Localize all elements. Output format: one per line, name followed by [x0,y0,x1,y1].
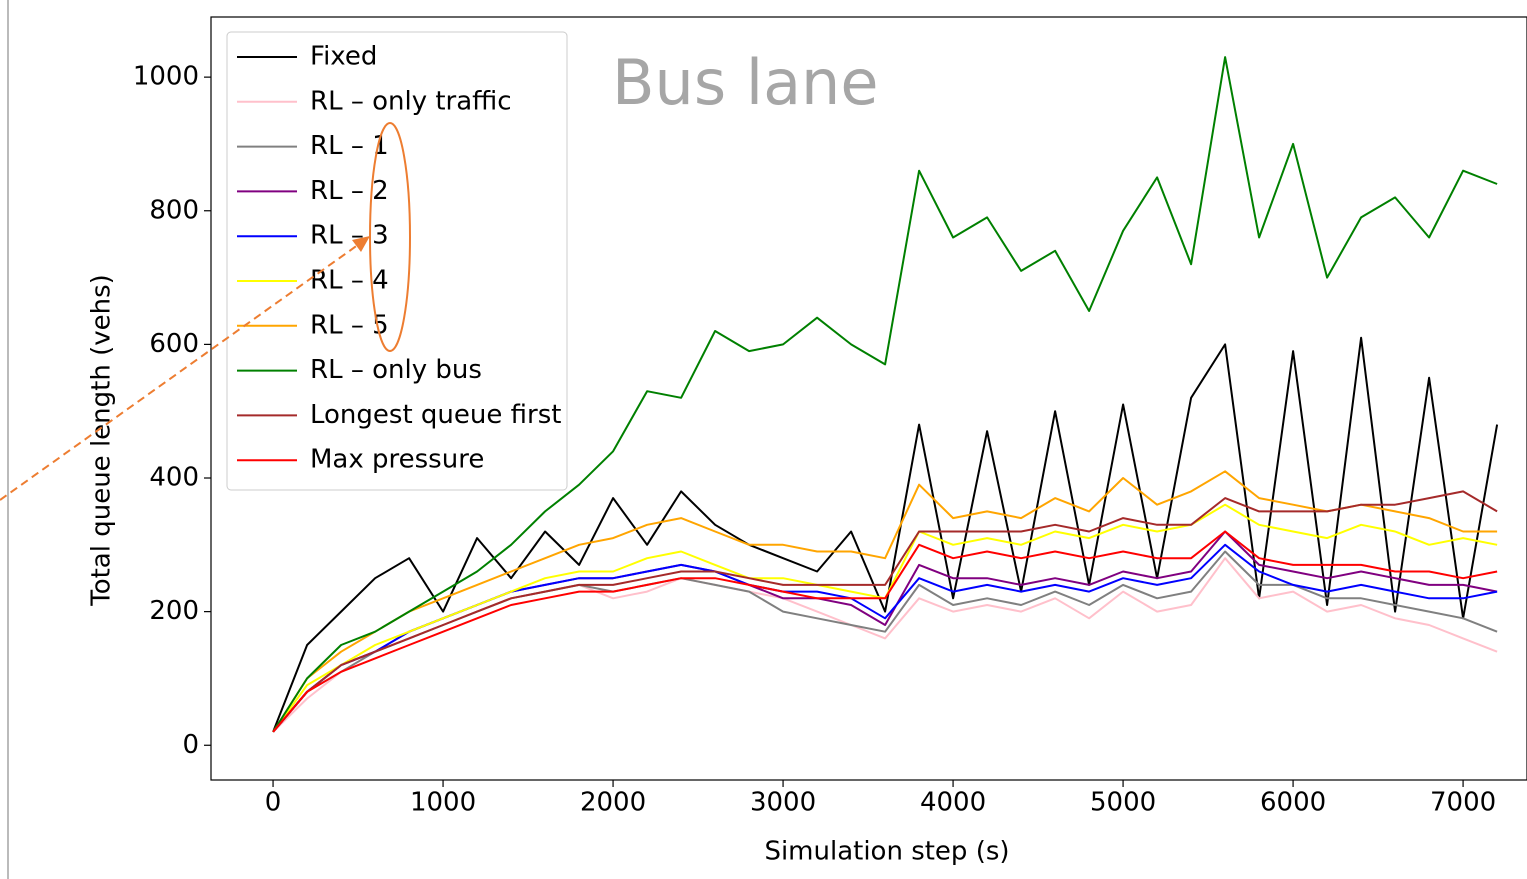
x-tick-label: 7000 [1430,788,1496,818]
legend-label: RL – 2 [310,176,389,206]
y-axis-label: Total queue length (vehs) [87,274,117,607]
x-tick-label: 6000 [1260,788,1326,818]
arrow-head [352,236,370,252]
series-line [272,336,1499,733]
legend-label: Max pressure [310,445,484,475]
x-axis-label: Simulation step (s) [764,837,1009,867]
y-tick-label: 600 [149,329,199,359]
series-line [272,490,1498,733]
series-line [272,470,1498,733]
axes-frame [210,16,1527,781]
annotation: Bus lane [612,46,879,119]
y-tick-label: 400 [149,463,199,493]
x-tick-label: 3000 [750,788,816,818]
legend-label: RL – 3 [310,221,389,251]
series-line [272,530,1498,733]
x-tick-label: 4000 [920,788,986,818]
legend-label: Fixed [310,42,377,72]
legend-box [226,31,568,491]
x-tick-label: 0 [265,788,282,818]
highlight-ellipse [369,122,411,352]
series-line [272,56,1498,733]
x-tick-label: 1000 [410,788,476,818]
legend-label: Longest queue first [310,400,561,430]
plot-area [272,56,1499,733]
y-tick-label: 0 [182,730,199,760]
y-tick-label: 800 [149,195,199,225]
y-tick-label: 200 [149,596,199,626]
x-tick-label: 2000 [580,788,646,818]
legend-label: RL – only bus [310,355,482,385]
legend-label: RL – only traffic [310,86,512,116]
pointer-arrow [0,241,363,501]
series-line [272,550,1498,733]
y-tick-label: 1000 [133,62,199,92]
x-tick-label: 5000 [1090,788,1156,818]
